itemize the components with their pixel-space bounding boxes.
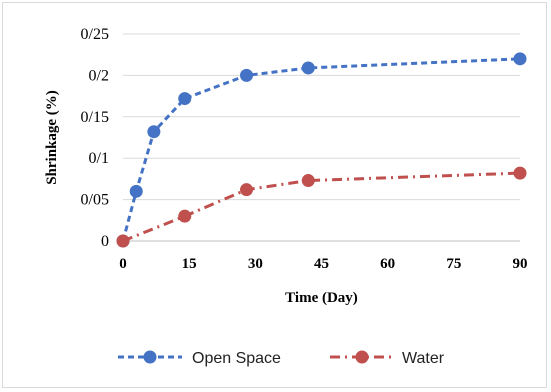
x-tick-label: 90 xyxy=(513,256,528,272)
x-tick-label: 45 xyxy=(314,256,329,272)
x-tick-label: 75 xyxy=(446,256,461,272)
legend-label-1: Open Space xyxy=(192,350,281,367)
legend: Open Space Water xyxy=(118,350,445,367)
x-tick-label: 30 xyxy=(248,256,263,272)
series-line-2 xyxy=(122,171,521,243)
data-point xyxy=(147,125,161,139)
data-point xyxy=(178,209,192,223)
series-group xyxy=(116,52,527,248)
data-point xyxy=(240,68,254,82)
legend-marker-1 xyxy=(143,350,157,364)
chart-frame xyxy=(2,2,547,388)
y-tick-label: 0/2 xyxy=(89,67,109,84)
y-axis-title: Shrinkage (%) xyxy=(44,90,60,185)
data-point xyxy=(129,184,143,198)
gridlines xyxy=(123,33,520,201)
data-point xyxy=(513,166,527,180)
data-point xyxy=(301,174,315,188)
data-point xyxy=(240,183,254,197)
x-tick-label: 60 xyxy=(380,256,395,272)
tick-labels: 0 0/05 0/1 0/15 0/2 0/25 0 15 30 45 60 75 90 xyxy=(81,26,528,272)
data-point xyxy=(178,92,192,106)
y-tick-label: 0 xyxy=(101,233,109,250)
legend-marker-2 xyxy=(355,350,369,364)
y-tick-label: 0/15 xyxy=(81,109,109,126)
x-axis-title: Time (Day) xyxy=(285,290,358,306)
y-tick-label: 0/1 xyxy=(89,150,109,167)
x-tick-label: 0 xyxy=(119,256,127,272)
x-tick-label: 15 xyxy=(182,256,197,272)
data-point xyxy=(116,234,130,248)
data-point xyxy=(513,52,527,66)
y-tick-label: 0/25 xyxy=(81,26,109,43)
legend-label-2: Water xyxy=(402,350,445,367)
y-tick-label: 0/05 xyxy=(81,192,109,209)
data-point xyxy=(301,61,315,75)
